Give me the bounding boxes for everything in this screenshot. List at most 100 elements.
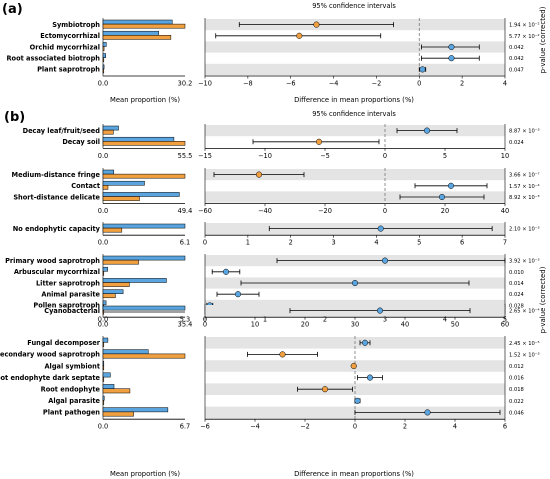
bar-tick-label: 35.4 bbox=[178, 321, 193, 329]
difference-point bbox=[234, 291, 242, 298]
diff-tick-label: 2 bbox=[403, 423, 407, 431]
bar-group2 bbox=[102, 411, 134, 417]
bar-group2 bbox=[102, 68, 105, 74]
pvalue-text: 8.92 × 10⁻³ bbox=[509, 195, 540, 201]
difference-point bbox=[366, 374, 374, 381]
bar-group2 bbox=[102, 35, 172, 40]
bar-group1 bbox=[102, 42, 107, 47]
pvalue-text: 2.45 × 10⁻⁵ bbox=[509, 341, 540, 347]
difference-point bbox=[377, 225, 384, 232]
diff-tick-label: −10 bbox=[258, 152, 272, 160]
diff-tick-label: 0 bbox=[417, 80, 421, 88]
pvalue-label-a: p-value (corrected) bbox=[539, 6, 547, 73]
bar-group2 bbox=[102, 46, 105, 51]
difference-point bbox=[255, 171, 263, 178]
diff-tick-label: 0 bbox=[383, 207, 387, 215]
bar-group2 bbox=[102, 57, 105, 63]
pvalue-text: 2.10 × 10⁻³ bbox=[509, 227, 540, 233]
category-label: Short-distance delicate bbox=[13, 193, 100, 201]
bar-group2 bbox=[102, 129, 114, 135]
pvalue-text: 0.010 bbox=[509, 270, 524, 276]
bar-group1 bbox=[102, 300, 107, 306]
panel-b-label: (b) bbox=[4, 110, 25, 125]
category-label: Arbuscular mycorrhizal bbox=[14, 268, 100, 276]
diff-tick-label: 2 bbox=[323, 316, 327, 324]
row-shade bbox=[205, 63, 505, 75]
bar-group2 bbox=[102, 282, 130, 287]
category-label: Ectomycorrhizal bbox=[40, 32, 100, 40]
bar-group1 bbox=[102, 180, 145, 186]
pvalue-text: 0.022 bbox=[509, 399, 524, 405]
bar-group1 bbox=[102, 407, 169, 413]
bar-group2 bbox=[102, 185, 109, 190]
difference-point bbox=[354, 397, 361, 404]
difference-point bbox=[447, 182, 455, 189]
category-label: Decay leaf/fruit/seed bbox=[23, 127, 101, 135]
bar-tick-label: 55.5 bbox=[178, 152, 193, 160]
pvalue-text: 0.047 bbox=[509, 67, 524, 73]
bar-group1 bbox=[102, 360, 105, 366]
diff-tick-label: 4 bbox=[503, 80, 507, 88]
diff-tick-label: 3 bbox=[383, 316, 387, 324]
pvalue-text: 0.018 bbox=[509, 387, 524, 393]
diff-xlabel-b: Difference in mean proportions (%) bbox=[294, 470, 414, 478]
diff-tick-label: −6 bbox=[286, 80, 296, 88]
pvalue-text: 0.028 bbox=[509, 303, 524, 309]
panel-a-label: (a) bbox=[2, 2, 23, 17]
pvalue-text: 0.024 bbox=[509, 140, 525, 146]
bar-group1 bbox=[102, 266, 108, 272]
bar-tick-label: 0.0 bbox=[98, 80, 109, 88]
diff-tick-label: 2 bbox=[460, 80, 464, 88]
difference-point bbox=[376, 307, 384, 314]
bar-tick-label: 6.7 bbox=[180, 423, 191, 431]
pvalue-text: 8.87 × 10⁻³ bbox=[509, 129, 540, 135]
panel-b1: −15 −10 −5 0 5 10 0.0 55.5 Decay leaf/fruit/seed… bbox=[23, 124, 540, 160]
difference-point bbox=[222, 268, 230, 275]
bar-tick-label: 6.1 bbox=[180, 239, 191, 247]
pvalue-text: 1.57 × 10⁻⁴ bbox=[509, 184, 540, 190]
difference-point bbox=[381, 257, 389, 264]
diff-tick-label: 10 bbox=[501, 152, 509, 160]
bar-group1 bbox=[102, 372, 111, 378]
bar-group2 bbox=[102, 141, 186, 146]
category-label: Decay soil bbox=[62, 138, 100, 146]
bar-group1 bbox=[102, 255, 186, 261]
category-label: Root endophyte dark septate bbox=[0, 374, 101, 382]
diff-tick-label: 2 bbox=[289, 239, 293, 247]
diff-tick-label: 10 bbox=[251, 321, 259, 329]
diff-tick-label: −20 bbox=[318, 207, 332, 215]
diff-tick-label: 3 bbox=[331, 239, 335, 247]
bar-tick-label: 0.0 bbox=[98, 207, 109, 215]
bar-group2 bbox=[102, 196, 140, 201]
diff-tick-label: 20 bbox=[441, 207, 449, 215]
category-label: Secondary wood saprotroph bbox=[0, 351, 100, 359]
diff-tick-label: 0 bbox=[353, 423, 357, 431]
difference-point bbox=[313, 21, 320, 28]
category-label: Primary wood saprotroph bbox=[5, 257, 100, 265]
panel-b2: −60 −40 −20 0 20 40 0.0 49.4 Medium-distance fri… bbox=[12, 168, 540, 215]
difference-point bbox=[448, 43, 455, 51]
bar-group2 bbox=[102, 259, 139, 265]
difference-point bbox=[361, 339, 369, 346]
bar-group2 bbox=[102, 293, 116, 299]
pvalue-text: 0.046 bbox=[509, 410, 524, 416]
category-label: Medium-distance fringe bbox=[12, 171, 101, 179]
category-label: Litter saprotroph bbox=[36, 279, 100, 287]
row-shade bbox=[205, 169, 505, 181]
row-shade bbox=[205, 383, 505, 395]
bar-xlabel-a: Mean proportion (%) bbox=[110, 96, 180, 104]
bar-group2 bbox=[102, 353, 186, 359]
category-label: Pollen saprotroph bbox=[33, 302, 100, 310]
difference-point bbox=[424, 409, 431, 416]
category-label: Contact bbox=[71, 182, 100, 190]
bar-tick-label: 5.3 bbox=[180, 316, 191, 324]
pvalue-text: 3.92 × 10⁻³ bbox=[509, 259, 540, 265]
diff-tick-label: −8 bbox=[243, 80, 253, 88]
bar-group1 bbox=[102, 169, 115, 175]
diff-tick-label: 40 bbox=[401, 321, 409, 329]
diff-tick-label: −2 bbox=[300, 423, 310, 431]
pvalue-text: 0.016 bbox=[509, 376, 524, 382]
diff-tick-label: 1 bbox=[263, 316, 267, 324]
bar-tick-label: 0.0 bbox=[98, 423, 109, 431]
